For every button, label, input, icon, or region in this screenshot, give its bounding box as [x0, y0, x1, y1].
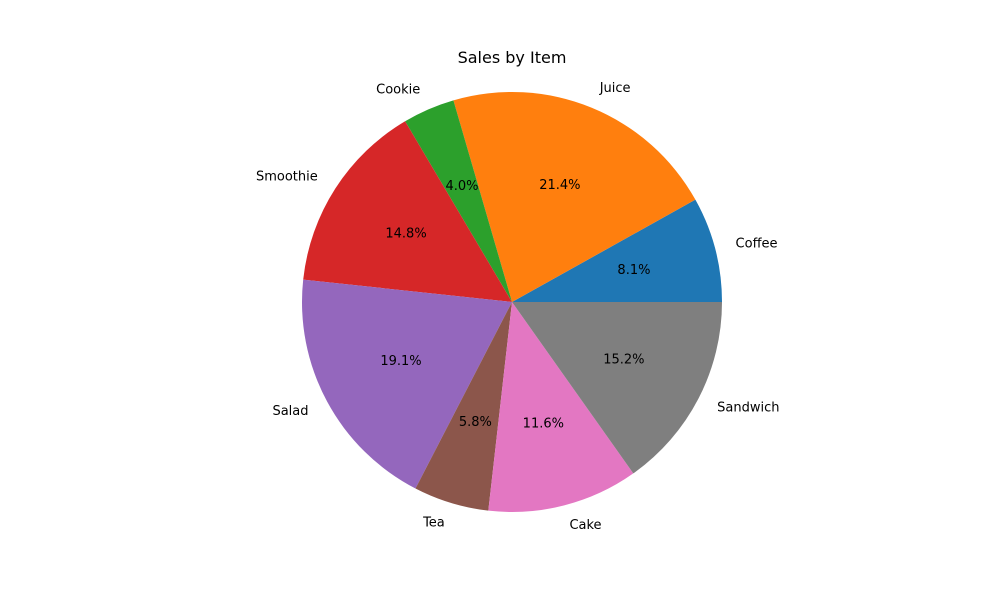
slice-label-tea: Tea — [422, 516, 445, 531]
pie-slice-sandwich — [512, 302, 722, 474]
pie-slice-coffee — [512, 199, 723, 302]
slice-percent-tea: 5.8% — [459, 415, 492, 430]
pie-slice-tea — [415, 302, 512, 511]
slice-label-smoothie: Smoothie — [256, 170, 318, 185]
pie-slice-cake — [488, 302, 634, 513]
slice-percent-cake: 11.6% — [523, 417, 564, 432]
chart-title: Sales by Item — [458, 48, 567, 67]
pie-slice-juice — [453, 92, 696, 302]
pie-labels: Coffee 8.1% Juice 21.4% Cookie 4.0% Smoothie 14… — [256, 81, 780, 533]
slice-label-salad: Salad — [272, 404, 308, 419]
slice-percent-sandwich: 15.2% — [603, 352, 644, 367]
slice-label-sandwich: Sandwich — [717, 401, 779, 416]
slice-percent-salad: 19.1% — [380, 354, 421, 369]
pie-slice-smoothie — [303, 121, 512, 302]
slice-label-coffee: Coffee — [736, 236, 778, 251]
pie-slices — [302, 92, 723, 513]
pie-slice-cookie — [405, 100, 512, 303]
slice-label-cake: Cake — [569, 518, 601, 533]
slice-label-cookie: Cookie — [376, 82, 420, 97]
slice-percent-coffee: 8.1% — [617, 263, 650, 278]
pie-slice-salad — [302, 279, 512, 489]
slice-percent-smoothie: 14.8% — [385, 226, 426, 241]
slice-percent-juice: 21.4% — [539, 178, 580, 193]
slice-percent-cookie: 4.0% — [445, 179, 478, 194]
slice-label-juice: Juice — [599, 81, 631, 96]
